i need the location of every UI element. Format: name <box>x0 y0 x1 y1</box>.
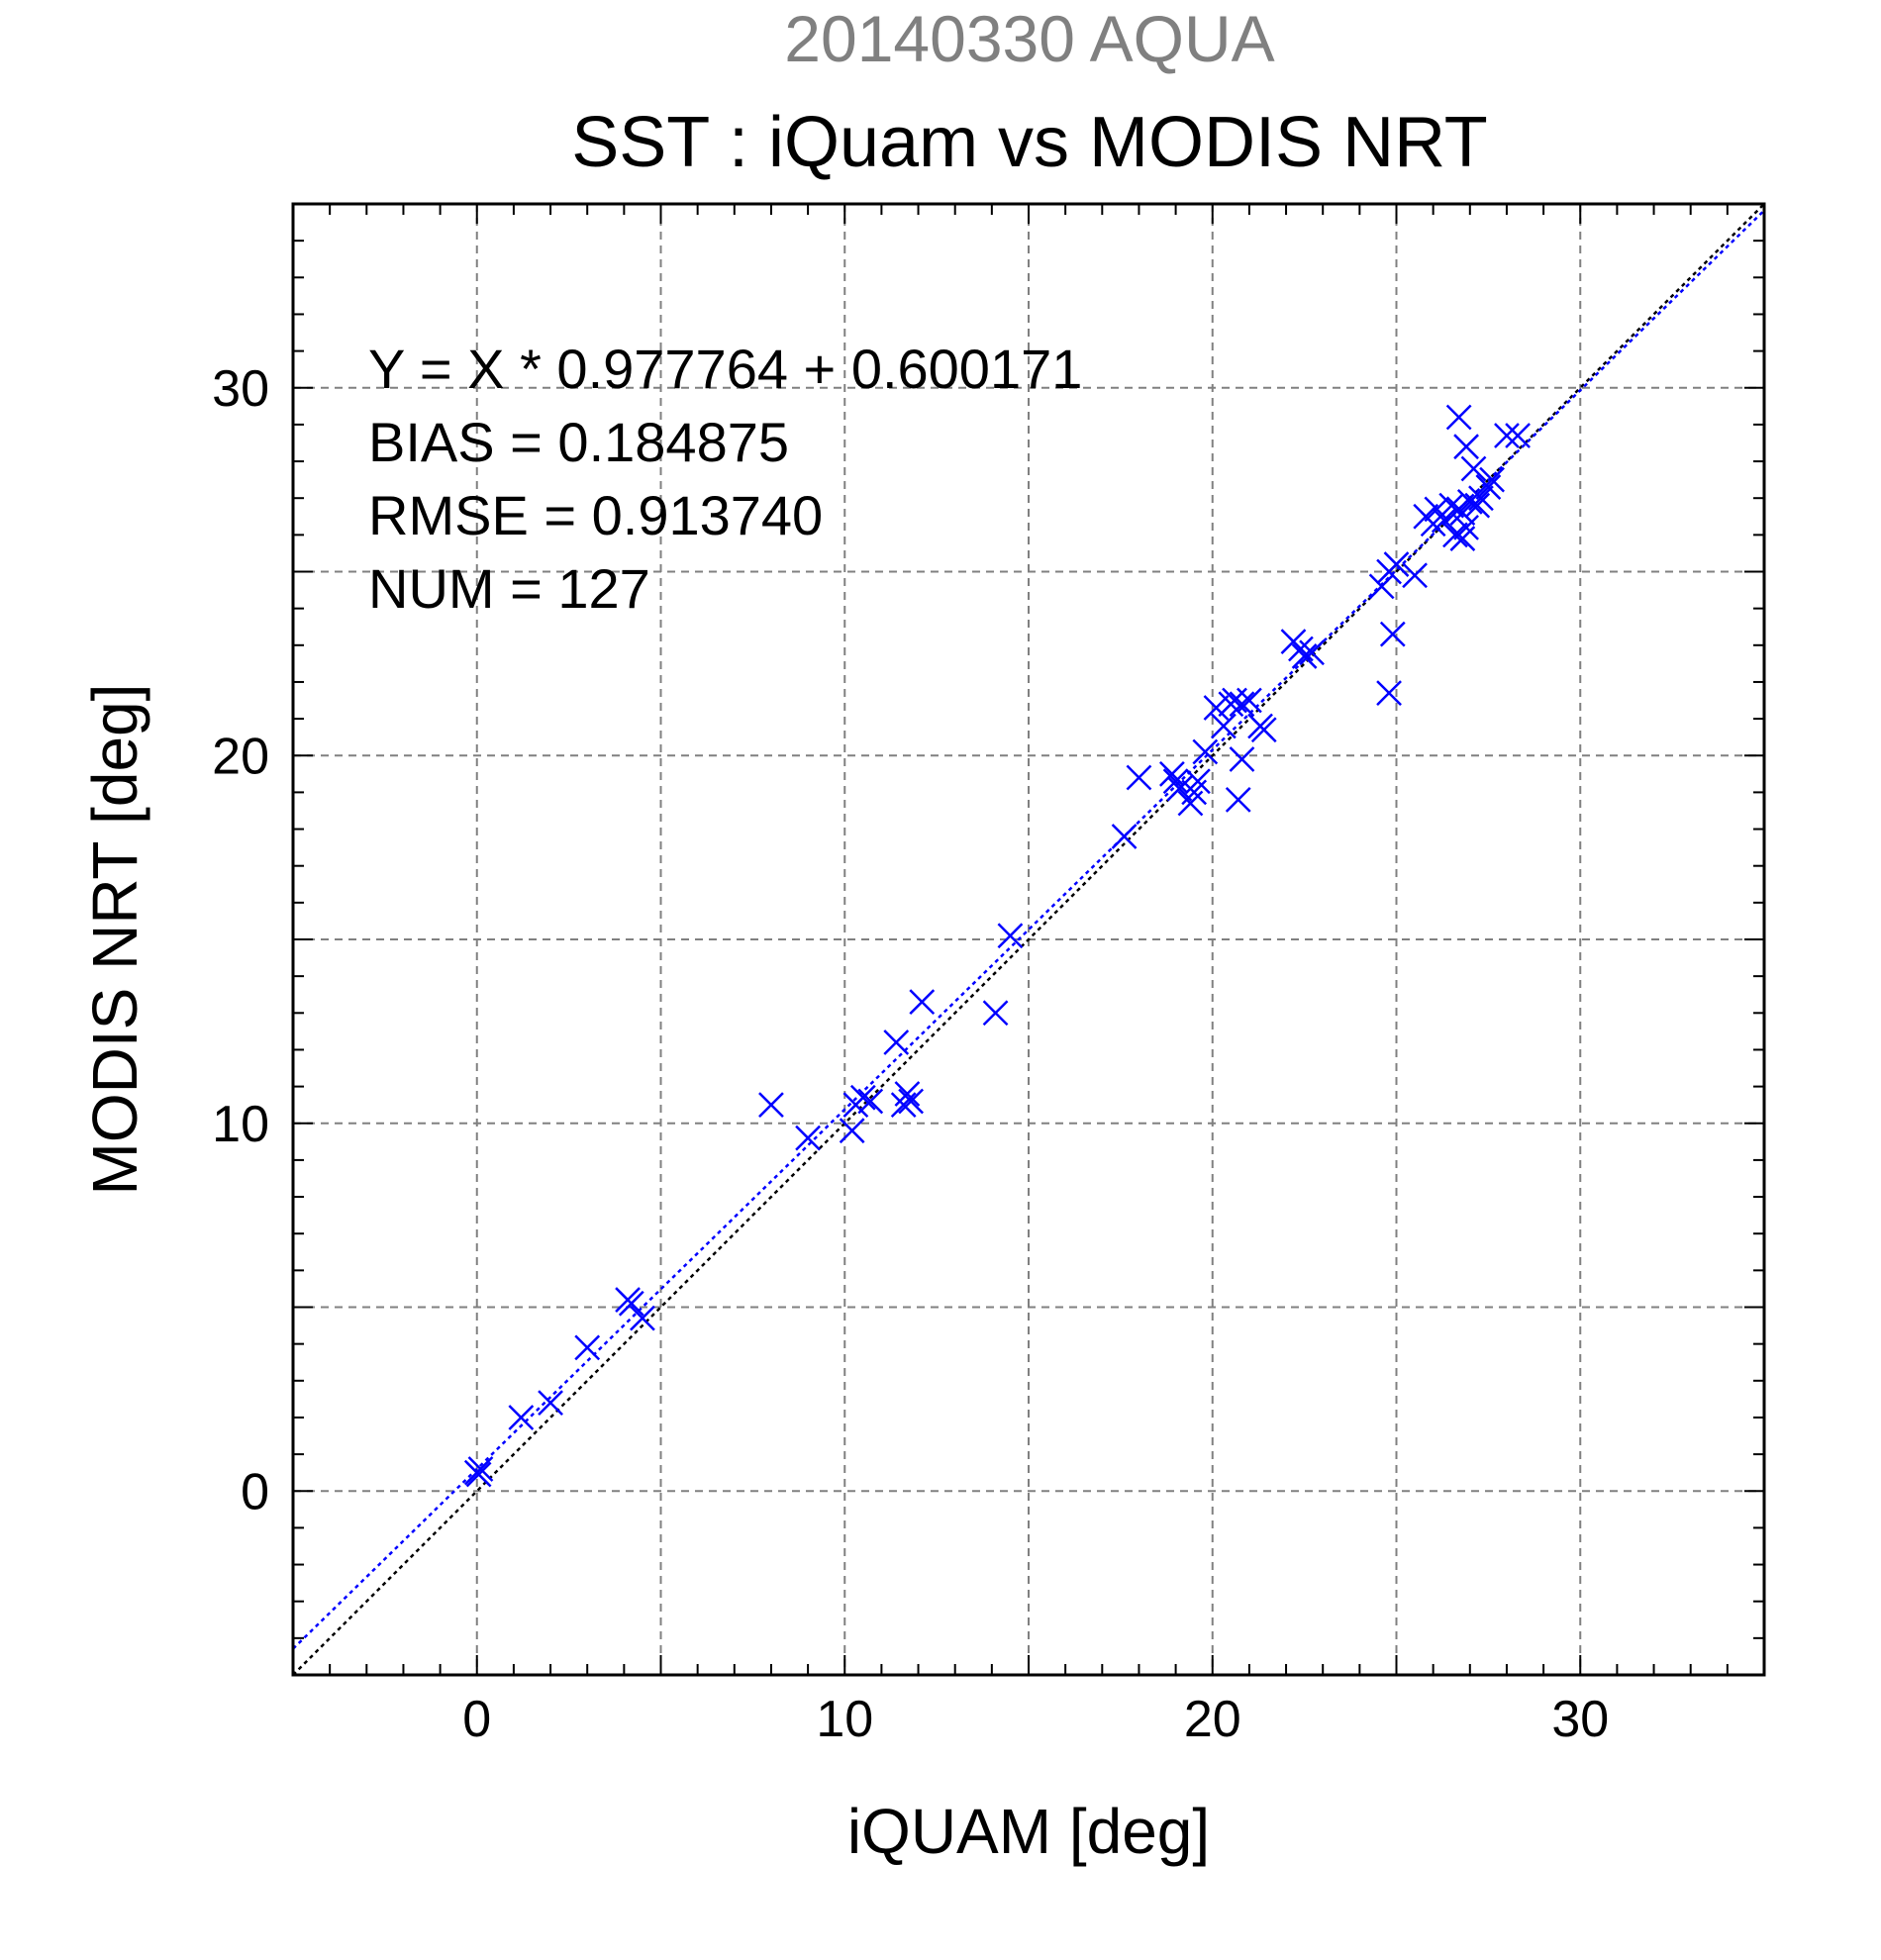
data-point <box>618 1290 644 1317</box>
data-point <box>894 1081 921 1107</box>
data-point <box>1460 455 1487 482</box>
x-tick-label: 10 <box>816 1691 873 1748</box>
data-point <box>1126 764 1152 791</box>
data-point <box>1162 768 1189 795</box>
chart-title: SST : iQuam vs MODIS NRT <box>571 103 1488 182</box>
y-tick-label: 30 <box>212 360 269 418</box>
data-point <box>1211 713 1237 739</box>
bias-value: BIAS = 0.184875 <box>368 411 789 473</box>
data-point <box>1185 768 1211 795</box>
data-point <box>467 1456 494 1482</box>
y-tick-label: 0 <box>241 1463 269 1520</box>
y-tick-label: 10 <box>212 1096 269 1153</box>
num-value: NUM = 127 <box>368 557 650 620</box>
plot-frame <box>291 202 1766 1677</box>
reference-lines <box>293 204 1764 1675</box>
rmse-value: RMSE = 0.913740 <box>368 484 823 546</box>
data-point <box>1291 643 1318 669</box>
data-point <box>1368 573 1395 600</box>
data-point <box>1229 746 1255 772</box>
data-point <box>909 989 936 1016</box>
data-point <box>1192 738 1219 765</box>
data-point <box>849 1084 876 1111</box>
minor-ticks <box>292 203 1765 1676</box>
data-point <box>839 1118 865 1144</box>
data-point <box>1111 824 1138 849</box>
data-point <box>1479 466 1505 493</box>
data-point <box>1442 522 1468 548</box>
data-point <box>1402 562 1428 589</box>
data-point <box>1203 695 1230 721</box>
data-point <box>1237 687 1262 714</box>
tick-labels: 0 10 20 30 0 10 20 30 <box>212 360 1609 1748</box>
data-point <box>1494 423 1520 448</box>
data-point <box>1250 717 1277 743</box>
data-point <box>883 1029 910 1055</box>
x-axis-label: iQUAM [deg] <box>847 1796 1210 1867</box>
data-point <box>997 923 1024 949</box>
data-point <box>1424 496 1450 523</box>
data-point <box>538 1390 563 1416</box>
data-point <box>465 1461 492 1488</box>
x-tick-label: 30 <box>1551 1691 1609 1748</box>
stats-annotation: Y = X * 0.977764 + 0.600171 BIAS = 0.184… <box>368 338 1082 620</box>
data-point <box>508 1405 535 1430</box>
data-point <box>1453 515 1479 540</box>
data-point <box>1166 775 1193 802</box>
data-point <box>795 1125 821 1151</box>
identity-line <box>293 204 1764 1675</box>
data-point <box>1299 639 1325 666</box>
x-tick-label: 0 <box>462 1691 491 1748</box>
data-point <box>982 1000 1009 1027</box>
data-point <box>1449 500 1476 526</box>
data-point <box>1468 485 1494 512</box>
data-point <box>1383 551 1410 577</box>
data-point <box>630 1305 655 1331</box>
data-point <box>1229 691 1255 718</box>
data-point <box>758 1092 784 1119</box>
data-point <box>1159 760 1185 787</box>
data-point <box>857 1088 884 1115</box>
y-axis-label: MODIS NRT [deg] <box>79 684 150 1196</box>
data-point <box>1379 621 1406 647</box>
data-point <box>1464 492 1491 519</box>
data-points <box>463 404 1531 1488</box>
y-tick-label: 20 <box>212 728 269 785</box>
x-tick-label: 20 <box>1184 1691 1241 1748</box>
data-point <box>1475 474 1502 500</box>
data-point <box>1453 434 1479 460</box>
data-point <box>1445 404 1472 431</box>
data-point <box>898 1088 925 1115</box>
data-point <box>1505 423 1531 448</box>
fit-equation: Y = X * 0.977764 + 0.600171 <box>368 338 1082 400</box>
fit-line <box>293 209 1764 1650</box>
data-point <box>1225 786 1251 813</box>
data-point <box>1376 680 1402 706</box>
chart-subtitle: 20140330 AQUA <box>784 2 1274 75</box>
data-point <box>574 1334 601 1361</box>
